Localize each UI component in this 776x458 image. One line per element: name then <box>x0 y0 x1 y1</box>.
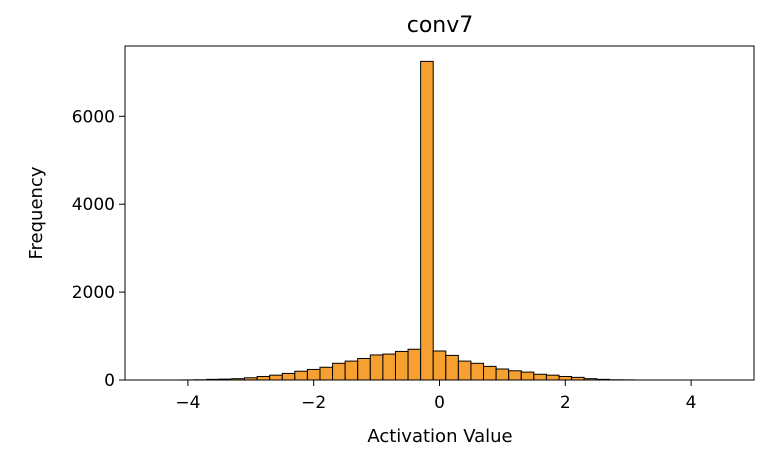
histogram-bar <box>508 370 522 381</box>
x-tick-label: −4 <box>175 393 200 413</box>
histogram-bar <box>269 374 283 381</box>
histogram-bar <box>558 375 573 381</box>
histogram-bar <box>369 354 384 381</box>
histogram-bar <box>306 368 321 381</box>
histogram-bar <box>319 366 334 381</box>
y-axis: 0 2000 4000 6000 <box>72 107 125 391</box>
histogram-bar <box>294 370 308 381</box>
y-tick-label: 6000 <box>72 107 115 127</box>
histogram-bar <box>533 373 547 381</box>
histogram-bar <box>432 350 447 381</box>
histogram-bar <box>495 368 510 381</box>
plot-frame <box>124 45 755 381</box>
bars-layer <box>181 60 635 381</box>
x-tick-label: 4 <box>686 393 697 413</box>
x-axis-title: Activation Value <box>367 426 512 447</box>
histogram-bar <box>483 365 497 381</box>
histogram-bar <box>382 353 396 381</box>
x-tick-label: 0 <box>434 393 445 413</box>
histogram-bar <box>357 357 371 381</box>
histogram-bar <box>470 362 485 381</box>
histogram-bar <box>281 372 296 381</box>
y-axis-title: Frequency <box>26 166 47 259</box>
y-tick-label: 0 <box>104 371 115 391</box>
histogram-bar <box>420 60 434 381</box>
histogram-bar <box>457 360 472 381</box>
x-tick-label: −2 <box>301 393 326 413</box>
x-axis: −4 −2 0 2 4 <box>175 380 697 413</box>
histogram-bar <box>394 350 409 381</box>
histogram-bar <box>332 362 346 381</box>
histogram-bar <box>520 371 535 381</box>
histogram-bar <box>344 360 359 381</box>
x-tick-label: 2 <box>560 393 571 413</box>
histogram-bar <box>407 348 422 381</box>
histogram-bar <box>256 375 271 381</box>
y-tick-label: 2000 <box>72 283 115 303</box>
histogram-bar <box>445 354 459 381</box>
histogram-bar <box>545 374 560 381</box>
chart-title: conv7 <box>407 13 474 38</box>
y-tick-label: 4000 <box>72 195 115 215</box>
